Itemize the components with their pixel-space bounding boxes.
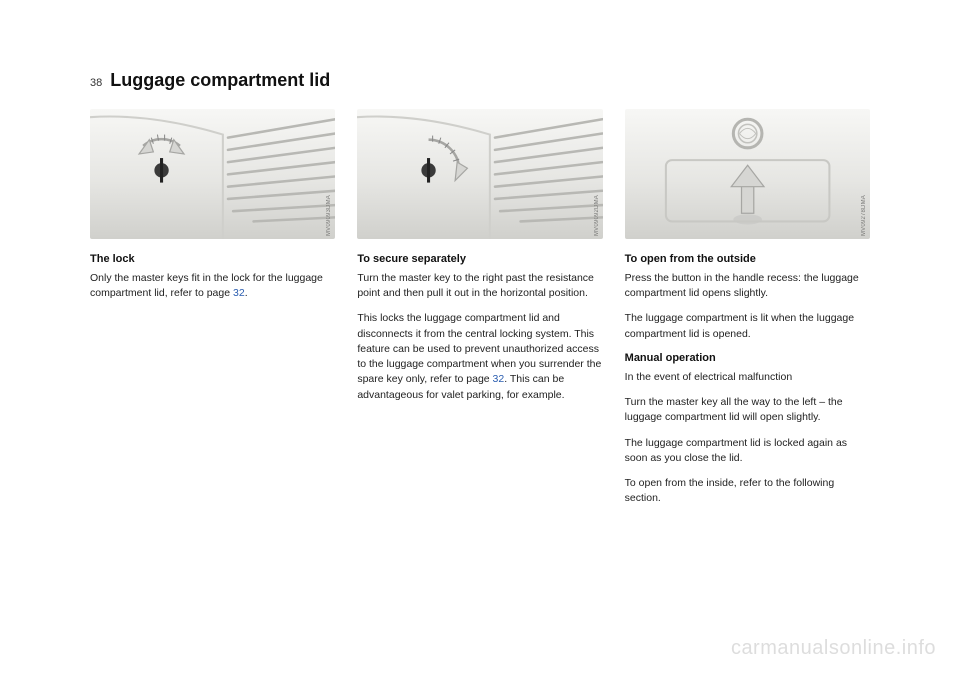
- illus-credit-1: MV09093DMA: [326, 195, 332, 236]
- illustration-lock: MV09093DMA: [90, 109, 335, 239]
- subhead-lock: The lock: [90, 253, 335, 265]
- watermark: carmanualsonline.info: [731, 637, 936, 660]
- page-number: 38: [90, 77, 102, 89]
- manual-page: 38 Luggage compartment lid: [0, 0, 960, 678]
- columns: MV09093DMA The lock Only the master keys…: [90, 109, 870, 516]
- illustration-secure: MV09092DMA: [357, 109, 602, 239]
- page-link-32b[interactable]: 32: [493, 373, 505, 385]
- illus-credit-2: MV09092DMA: [594, 195, 600, 236]
- p-outside-2: The luggage compartment is lit when the …: [625, 311, 870, 341]
- column-1: MV09093DMA The lock Only the master keys…: [90, 109, 335, 516]
- text: Only the master keys fit in the lock for…: [90, 272, 323, 299]
- p-lock-1: Only the master keys fit in the lock for…: [90, 271, 335, 301]
- text: This locks the luggage compartment lid a…: [357, 312, 601, 385]
- column-2: MV09092DMA To secure separately Turn the…: [357, 109, 602, 516]
- open-outside-icon: [625, 109, 870, 239]
- p-manual-2: Turn the master key all the way to the l…: [625, 395, 870, 425]
- subhead-outside: To open from the outside: [625, 253, 870, 265]
- lock-rotate-icon: [90, 109, 335, 239]
- p-manual-3: The luggage compartment lid is locked ag…: [625, 436, 870, 466]
- p-manual-4: To open from the inside, refer to the fo…: [625, 476, 870, 506]
- illus-credit-3: MV09278DMA: [861, 195, 867, 236]
- subhead-secure: To secure separately: [357, 253, 602, 265]
- secure-rotate-icon: [357, 109, 602, 239]
- p-outside-1: Press the button in the handle recess: t…: [625, 271, 870, 301]
- subhead-manual: Manual operation: [625, 352, 870, 364]
- p-manual-1: In the event of electrical malfunction: [625, 370, 870, 385]
- page-title: Luggage compartment lid: [110, 70, 330, 91]
- page-header: 38 Luggage compartment lid: [90, 70, 870, 91]
- text: .: [245, 287, 248, 299]
- page-link-32a[interactable]: 32: [233, 287, 245, 299]
- column-3: MV09278DMA To open from the outside Pres…: [625, 109, 870, 516]
- p-secure-1: Turn the master key to the right past th…: [357, 271, 602, 301]
- illustration-outside: MV09278DMA: [625, 109, 870, 239]
- p-secure-2: This locks the luggage compartment lid a…: [357, 311, 602, 402]
